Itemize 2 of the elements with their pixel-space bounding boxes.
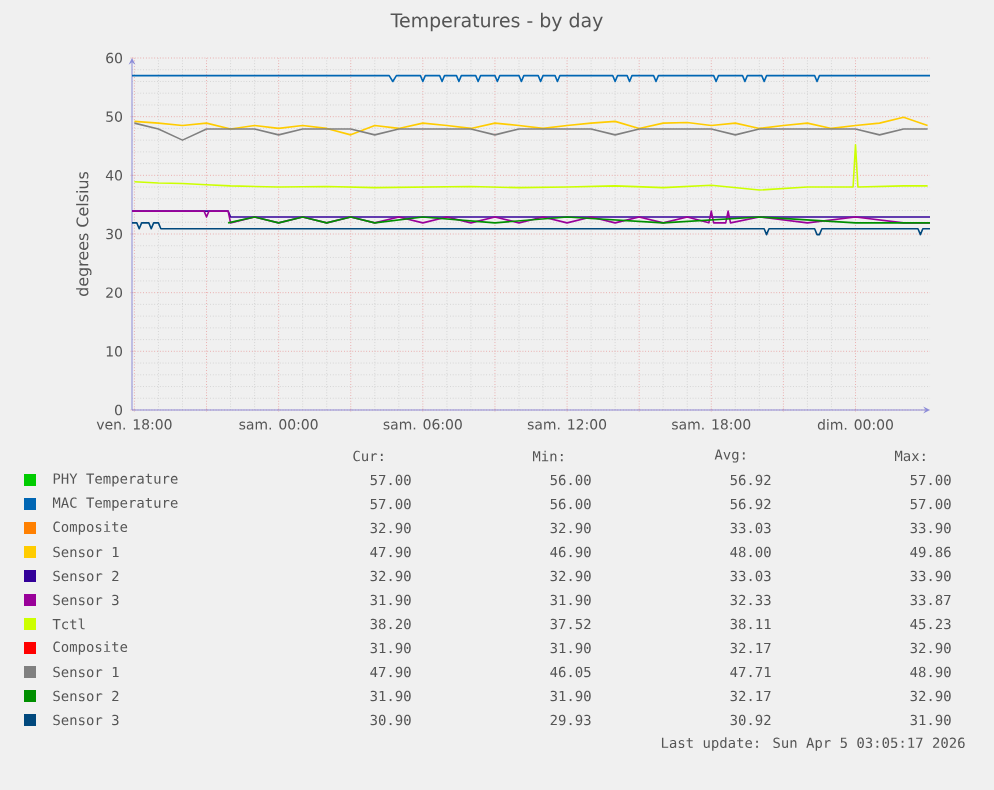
line-series	[133, 116, 929, 136]
chart-title: Temperatures - by day	[390, 12, 603, 32]
